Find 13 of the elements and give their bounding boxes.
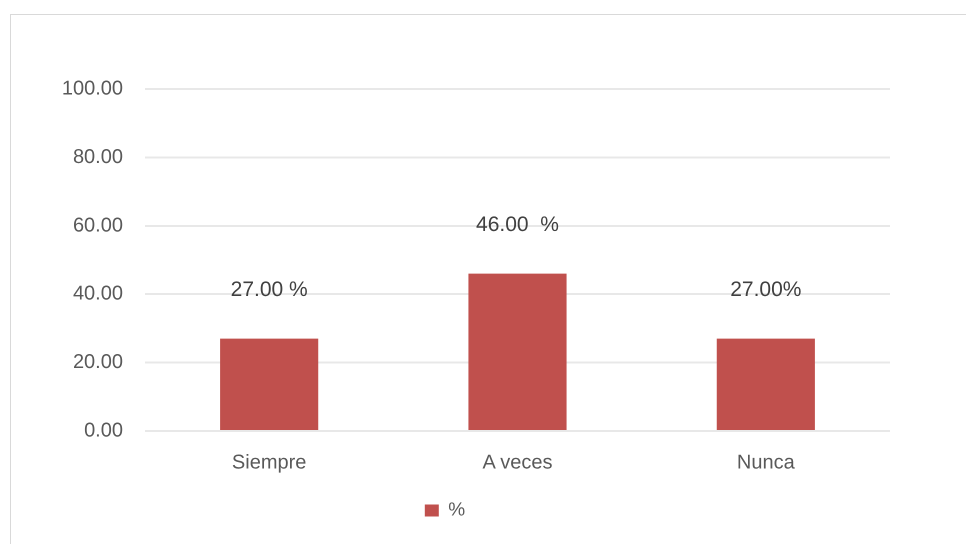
data-label: 46.00 % — [476, 212, 559, 236]
x-tick-label: Nunca — [736, 452, 796, 474]
data-label: 27.00% — [730, 278, 802, 301]
y-tick-label: 20.00 — [72, 351, 123, 374]
data-label: 27.00 % — [230, 278, 308, 301]
legend-label: % — [448, 500, 466, 521]
y-tick-label: 0.00 — [84, 420, 123, 442]
x-tick-label: Siempre — [232, 452, 306, 474]
y-tick-label: 80.00 — [72, 146, 123, 168]
x-tick-label: A veces — [482, 452, 553, 474]
y-tick-label: 40.00 — [72, 282, 123, 305]
y-tick-label: 100.00 — [62, 78, 123, 100]
y-tick-label: 60.00 — [72, 214, 123, 236]
